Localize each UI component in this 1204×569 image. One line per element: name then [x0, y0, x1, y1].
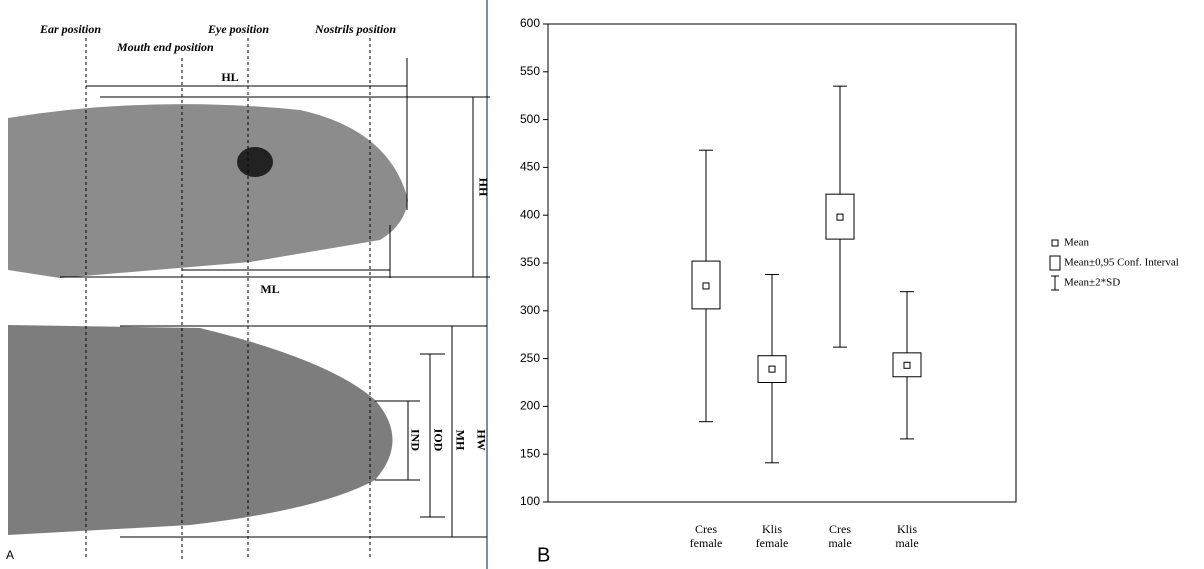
panel-label: B	[537, 544, 550, 566]
y-tick-label: 450	[520, 160, 540, 174]
figure: Ear position Mouth end position Eye posi…	[0, 0, 1204, 569]
figure-svg: Ear position Mouth end position Eye posi…	[0, 0, 1204, 569]
y-tick-label: 100	[520, 494, 540, 508]
head-photo	[8, 104, 408, 278]
y-tick-label: 400	[520, 207, 540, 221]
measure-label: IND	[408, 429, 422, 451]
legend-label: Mean±2*SD	[1064, 277, 1120, 289]
head-photo-top	[8, 325, 393, 535]
x-tick-label: Cres female	[676, 522, 736, 550]
legend-ci-icon	[1050, 256, 1060, 270]
measure-label: HW	[474, 429, 488, 450]
y-tick-label: 350	[520, 255, 540, 269]
panel-a: Ear position Mouth end position Eye posi…	[6, 0, 490, 569]
mean-marker	[769, 366, 775, 372]
measure-label: MH	[453, 430, 467, 451]
mean-marker	[703, 283, 709, 289]
measure-label: ML	[260, 282, 279, 296]
x-tick-label: Cres male	[810, 522, 870, 550]
y-tick-label: 550	[520, 64, 540, 78]
annotation: Ear position	[39, 22, 101, 36]
eye	[237, 147, 273, 177]
measure-label: HL	[221, 70, 238, 84]
y-tick-label: 200	[520, 399, 540, 413]
x-tick-label: Klis female	[742, 522, 802, 550]
legend-label: Mean±0,95 Conf. Interval	[1064, 257, 1179, 269]
y-tick-label: 500	[520, 112, 540, 126]
x-tick-label: Klis male	[877, 522, 937, 550]
legend-sd-icon	[1051, 276, 1059, 290]
annotation: Nostrils position	[314, 22, 396, 36]
mean-marker	[837, 214, 843, 220]
annotation: Mouth end position	[116, 40, 214, 54]
y-tick-label: 150	[520, 446, 540, 460]
plot-frame	[548, 24, 1016, 502]
measure-label: HH	[476, 178, 490, 197]
legend-mean-icon	[1052, 240, 1058, 246]
y-tick-label: 600	[520, 16, 540, 30]
annotation: Eye position	[207, 22, 269, 36]
measure-label: IOD	[431, 429, 445, 452]
mean-marker	[904, 362, 910, 368]
legend-label: Mean	[1064, 237, 1090, 249]
panel-label: A	[6, 548, 14, 562]
y-tick-label: 300	[520, 303, 540, 317]
y-tick-label: 250	[520, 351, 540, 365]
